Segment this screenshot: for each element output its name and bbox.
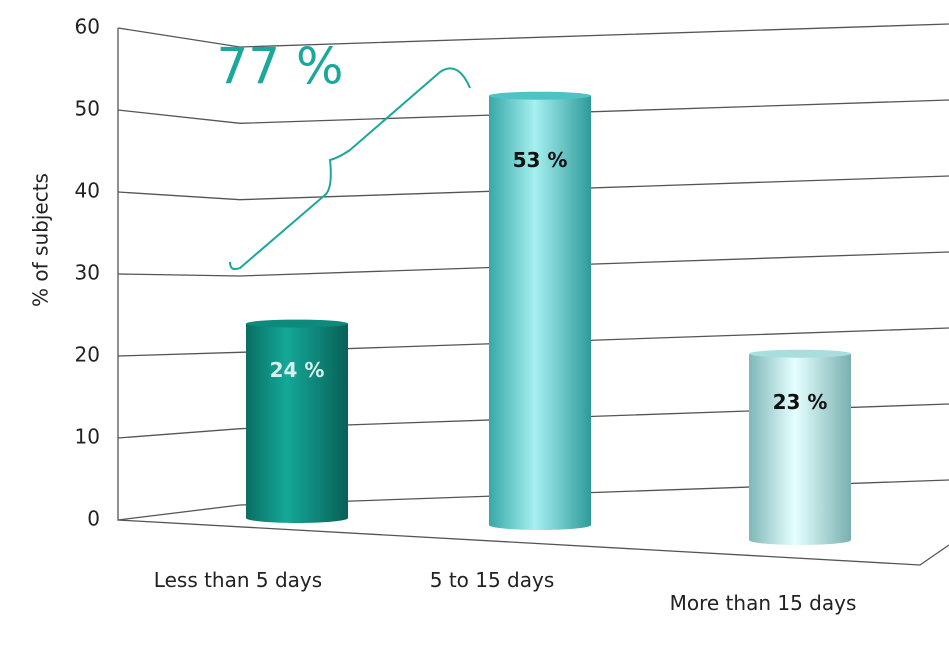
grid-line (117, 479, 949, 521)
x-tick-label: More than 15 days (669, 591, 857, 615)
y-tick-label: 20 (75, 343, 100, 367)
bar-body (246, 323, 348, 523)
bar-body (489, 95, 591, 530)
y-axis-label: % of subjects (29, 173, 53, 307)
grid-line (117, 175, 949, 201)
x-tick-label: Less than 5 days (153, 568, 323, 592)
axis (117, 28, 949, 566)
grid-line (117, 23, 949, 48)
grid-line (117, 327, 949, 357)
value-label: 24 % (270, 358, 325, 382)
bars: 24 % 53 % 23 % (246, 91, 851, 545)
grid-line (117, 403, 949, 439)
grid-line (117, 251, 949, 277)
y-tick-label: 40 (75, 179, 100, 203)
bar-top (749, 349, 851, 358)
grid-line (117, 99, 949, 124)
annotation: 77 % (216, 38, 343, 96)
bar-top (489, 91, 591, 100)
bar-top (246, 319, 348, 328)
bar (749, 349, 851, 545)
y-tick-label: 60 (75, 15, 100, 39)
value-label: 23 % (773, 390, 828, 414)
x-tick-label: 5 to 15 days (429, 568, 555, 592)
bar (246, 319, 348, 523)
y-tick-label: 10 (75, 425, 100, 449)
y-tick-label: 0 (87, 507, 100, 531)
value-label: 53 % (513, 148, 568, 172)
y-tick-label: 50 (75, 97, 100, 121)
bar-body (749, 353, 851, 545)
brace (229, 67, 471, 271)
y-tick-label: 30 (75, 261, 100, 285)
bar (489, 91, 591, 530)
grid: 0 10 20 30 40 50 60 (75, 15, 949, 566)
